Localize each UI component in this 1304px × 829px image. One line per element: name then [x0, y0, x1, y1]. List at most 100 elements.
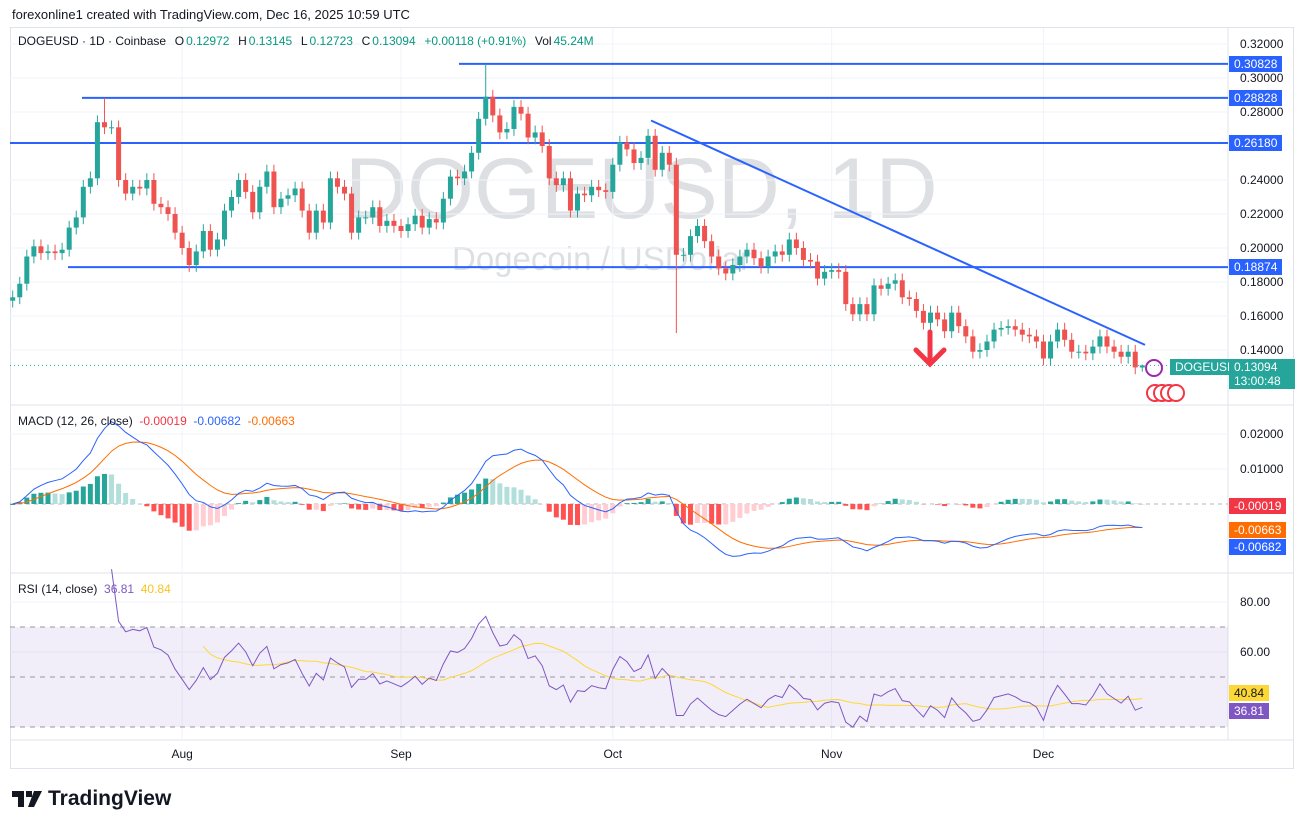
candle-body [356, 217, 362, 233]
macd-histogram-bar [1055, 499, 1061, 504]
candle-body [426, 219, 432, 228]
level-price-tag: 0.26180 [1229, 134, 1283, 151]
macd-histogram-bar [617, 504, 623, 507]
price-tick: 0.22000 [1240, 207, 1284, 221]
macd-histogram-bar [214, 504, 220, 523]
macd-histogram-bar [963, 504, 969, 506]
price-tick: 0.14000 [1240, 343, 1284, 357]
macd-histogram-bar [666, 502, 672, 504]
macd-histogram-bar [271, 500, 277, 504]
macd-histogram-bar [850, 504, 856, 510]
macd-signal-value: -0.00663 [247, 414, 295, 428]
candle-body [553, 178, 559, 186]
candle-body [24, 256, 30, 284]
macd-histogram-bar [313, 504, 319, 510]
candle-body [956, 312, 962, 327]
macd-histogram-bar [59, 494, 65, 504]
tradingview-logo[interactable]: TradingView [12, 787, 171, 811]
macd-histogram-bar [751, 504, 757, 511]
candle-body [525, 113, 531, 138]
macd-histogram-bar [370, 504, 376, 509]
macd-histogram-bar [1062, 499, 1068, 504]
close-value: 0.13094 [372, 34, 416, 48]
macd-histogram-bar [80, 486, 86, 504]
macd-histogram-bar [822, 502, 828, 504]
candle-body [843, 271, 849, 305]
time-tick: Oct [603, 747, 623, 761]
candle-body [87, 178, 93, 187]
candle-body [377, 207, 383, 226]
macd-histogram-bar [709, 504, 715, 524]
candle-body [384, 220, 390, 226]
candle-body [59, 249, 65, 254]
macd-histogram-bar [179, 504, 185, 527]
macd-histogram-bar [405, 504, 411, 511]
candle-body [511, 106, 517, 129]
macd-histogram-bar [716, 504, 722, 525]
rsi-line [111, 569, 1143, 728]
macd-histogram-bar [490, 479, 496, 504]
candle-body [680, 254, 686, 256]
candle-body [885, 283, 891, 289]
candle-body [151, 180, 157, 204]
macd-histogram-bar [497, 483, 503, 504]
candle-body [949, 312, 955, 332]
symbol-price-tag: DOGEUSD [1170, 359, 1241, 375]
macd-histogram-bar [1012, 498, 1018, 504]
candle-body [567, 178, 573, 211]
candle-body [109, 127, 115, 129]
candle-body [977, 350, 983, 352]
macd-histogram-bar [320, 504, 326, 512]
candle-body [617, 142, 623, 165]
candle-body [123, 180, 129, 194]
candle-body [836, 270, 842, 272]
candle-body [469, 152, 475, 172]
macd-histogram-bar [377, 504, 383, 511]
tradingview-logo-icon [12, 791, 42, 807]
change-value: +0.00118 (+0.91%) [424, 34, 527, 48]
high-value: 0.13145 [248, 34, 293, 48]
macd-histogram-bar [440, 502, 446, 504]
macd-histogram-bar [101, 473, 107, 504]
candle-body [1055, 329, 1061, 342]
macd-histogram-bar [758, 504, 764, 510]
macd-histogram-bar [123, 492, 129, 504]
candle-body [666, 152, 672, 165]
macd-histogram-bar [631, 502, 637, 504]
macd-histogram-bar [151, 504, 157, 512]
macd-histogram-bar [116, 483, 122, 504]
macd-histogram-bar [596, 504, 602, 521]
candle-body [638, 157, 644, 163]
candle-body [1118, 351, 1124, 357]
candle-body [892, 280, 898, 284]
candle-body [913, 299, 919, 311]
macd-histogram-bar [398, 504, 404, 511]
candle-body [878, 285, 884, 289]
candle-body [320, 210, 326, 223]
candle-body [871, 285, 877, 315]
candle-body [66, 227, 72, 250]
candle-body [603, 190, 609, 192]
candle-body [744, 249, 750, 257]
candle-body [695, 225, 701, 237]
macd-histogram-bar [575, 504, 580, 526]
macd-value: -0.00682 [193, 414, 241, 428]
macd-histogram-bar [998, 501, 1004, 504]
macd-histogram-bar [24, 497, 30, 504]
symbol-info: DOGEUSD · 1D · Coinbase [18, 34, 167, 48]
macd-histogram-bar [306, 504, 312, 510]
time-tick: Aug [171, 747, 193, 761]
macd-hist-tag: -0.00019 [1229, 498, 1287, 514]
candle-body [313, 210, 319, 233]
macd-histogram-bar [815, 501, 821, 504]
price-tick: 0.18000 [1240, 275, 1284, 289]
candle-body [1048, 341, 1054, 359]
candle-body [645, 135, 651, 158]
candle-body [998, 327, 1004, 330]
candle-body [193, 251, 199, 265]
candle-body [935, 312, 941, 320]
macd-histogram-bar [567, 504, 573, 525]
macd-histogram-bar [638, 502, 644, 504]
macd-histogram-bar [913, 501, 919, 504]
